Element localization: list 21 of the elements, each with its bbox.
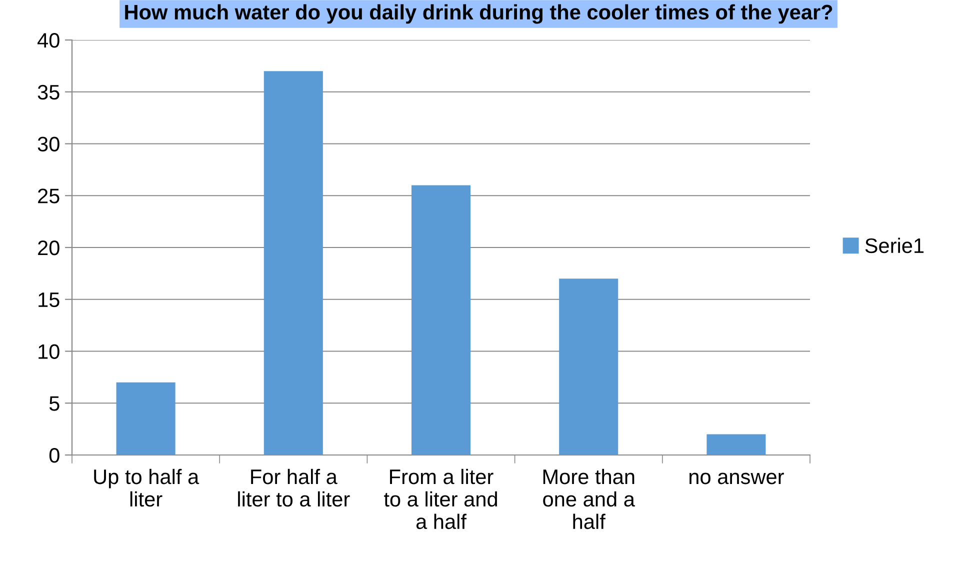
bar bbox=[264, 71, 323, 455]
bar bbox=[411, 185, 471, 455]
x-tick-label: no answer bbox=[690, 472, 784, 484]
legend-label: Serie1 bbox=[865, 238, 924, 254]
x-tick-label: More than one and a half bbox=[543, 468, 635, 530]
y-tick-label: 15 bbox=[38, 292, 60, 308]
bar bbox=[116, 382, 176, 455]
bar bbox=[706, 434, 766, 455]
x-tick-label: Up to half a liter bbox=[94, 468, 200, 507]
y-tick-label: 30 bbox=[38, 136, 60, 152]
y-tick-label: 35 bbox=[38, 84, 60, 100]
y-tick-label: 5 bbox=[49, 396, 60, 411]
x-tick-label: From a liter to a liter and a half bbox=[384, 468, 497, 530]
y-tick-label: 20 bbox=[38, 240, 60, 256]
y-tick-label: 25 bbox=[38, 188, 60, 204]
chart-title: How much water do you daily drink during the cooler times of the year? bbox=[125, 4, 832, 24]
bar bbox=[559, 278, 618, 455]
y-tick-label: 10 bbox=[38, 344, 60, 360]
x-tick-label: For half a liter to a liter bbox=[238, 468, 350, 507]
y-tick-label: 0 bbox=[49, 448, 60, 463]
y-tick-label: 40 bbox=[38, 33, 60, 48]
